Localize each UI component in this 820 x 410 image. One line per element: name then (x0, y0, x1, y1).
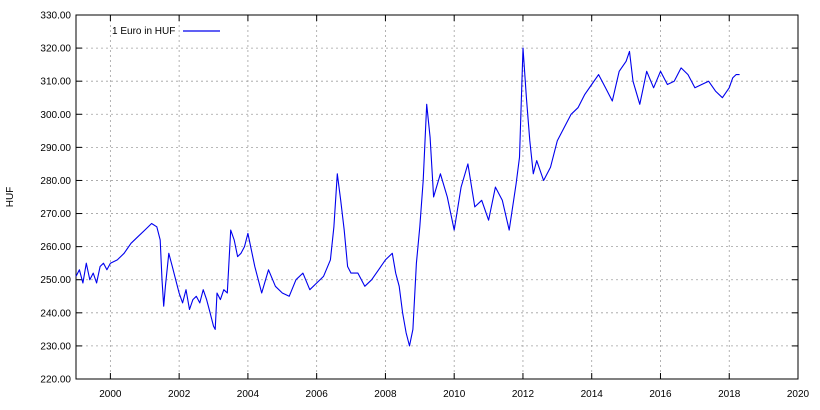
y-tick-label: 270.00 (40, 209, 71, 220)
y-tick-label: 260.00 (40, 242, 71, 253)
y-tick-label: 250.00 (40, 275, 71, 286)
y-tick-label: 330.00 (40, 11, 71, 22)
y-tick-label: 230.00 (40, 341, 71, 352)
y-tick-label: 290.00 (40, 143, 71, 154)
legend: 1 Euro in HUF (112, 26, 220, 37)
grid (76, 15, 798, 379)
y-tick-label: 280.00 (40, 176, 71, 187)
y-tick-label: 240.00 (40, 308, 71, 319)
y-axis: 220.00 230.00 240.00 250.00 260.00 270.00 280.… (40, 11, 798, 386)
x-tick-label: 2014 (581, 389, 604, 400)
x-tick-label: 2000 (99, 389, 122, 400)
plot-frame (75, 14, 799, 380)
x-tick-label: 2008 (374, 389, 397, 400)
x-tick-label: 2006 (306, 389, 329, 400)
x-tick-label: 2020 (787, 389, 810, 400)
y-tick-label: 320.00 (40, 44, 71, 55)
y-tick-label: 300.00 (40, 110, 71, 121)
x-tick-label: 2018 (718, 389, 741, 400)
y-axis-label: HUF (5, 187, 16, 208)
y-tick-label: 220.00 (40, 375, 71, 386)
x-axis: 2000 2002 2004 2006 2008 2010 2012 2014 2016 2018… (99, 15, 810, 400)
x-tick-label: 2002 (168, 389, 191, 400)
x-tick-label: 2010 (443, 389, 466, 400)
series-group (75, 47, 740, 347)
series-line (75, 47, 740, 347)
x-tick-label: 2012 (512, 389, 535, 400)
legend-label: 1 Euro in HUF (112, 26, 175, 37)
x-tick-label: 2004 (237, 389, 260, 400)
x-tick-label: 2016 (649, 389, 672, 400)
y-tick-label: 310.00 (40, 77, 71, 88)
